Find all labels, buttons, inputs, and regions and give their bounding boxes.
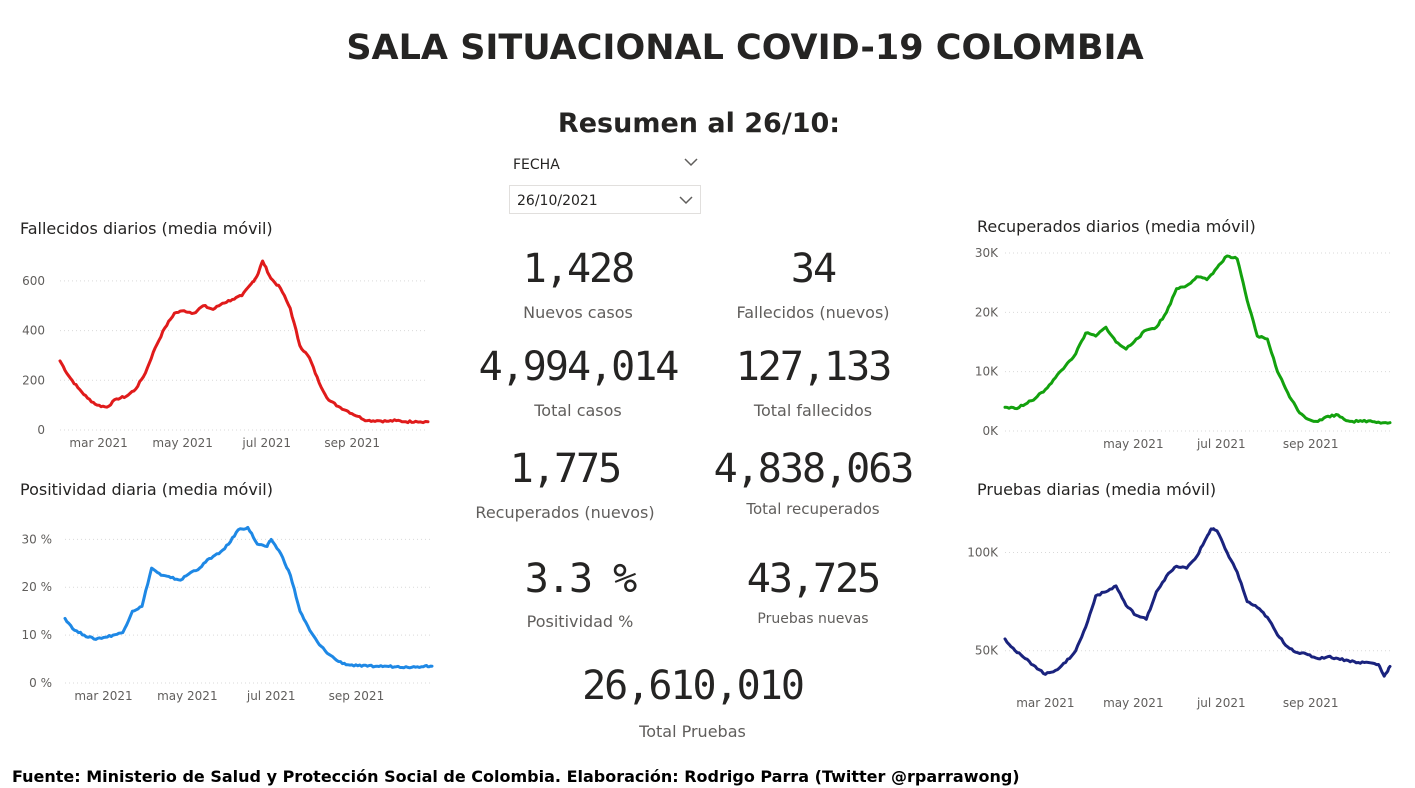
y-tick-label: 20 % — [22, 580, 53, 594]
x-tick-label: mar 2021 — [74, 689, 132, 703]
y-tick-label: 30 % — [22, 532, 53, 546]
series-line-fallecidos — [58, 259, 430, 425]
kpi-fallecidos-nuevos-value: 34 — [790, 246, 837, 292]
kpi-total-recuperados-label: Total recuperados — [746, 500, 880, 518]
kpi-total-fallecidos-value: 127,133 — [735, 344, 893, 390]
kpi-total-pruebas-value: 26,610,010 — [582, 663, 805, 709]
x-tick-label: may 2021 — [1103, 696, 1164, 710]
y-tick-label: 10K — [975, 365, 999, 379]
kpi-total-casos-value: 4,994,014 — [478, 344, 680, 390]
kpi-total-pruebas-label: Total Pruebas — [639, 722, 746, 741]
date-filter-label: FECHA — [513, 157, 560, 173]
kpi-total-recuperados-value: 4,838,063 — [713, 446, 915, 492]
kpi-recuperados-nuevos-value: 1,775 — [509, 446, 622, 492]
x-tick-label: sep 2021 — [329, 689, 385, 703]
series-line-pruebas — [1003, 527, 1392, 678]
chevron-down-icon[interactable] — [678, 192, 694, 212]
x-tick-label: may 2021 — [1103, 437, 1164, 451]
kpi-pruebas-nuevas-label: Pruebas nuevas — [757, 611, 869, 627]
chart-fallecidos[interactable]: 0 200 400 600 mar 2021 may 2021 jul 2021 sep 20… — [0, 240, 440, 460]
y-tick-label: 0 — [37, 423, 45, 437]
page-subtitle: Resumen al 26/10: — [557, 108, 841, 139]
chart-positividad[interactable]: 0 % 10 % 20 % 30 % mar 2021 may 2021 jul 2021 s… — [0, 505, 440, 710]
y-tick-label: 30K — [975, 246, 999, 260]
kpi-total-fallecidos-label: Total fallecidos — [753, 401, 873, 420]
x-tick-label: may 2021 — [152, 436, 213, 450]
chart-recuperados[interactable]: 0K 10K 20K 30K may 2021 jul 2021 sep 2021 — [960, 240, 1400, 460]
kpi-positividad-value: 3.3 % — [524, 556, 637, 602]
x-tick-label: sep 2021 — [1283, 437, 1339, 451]
series-line-recuperados — [1003, 254, 1392, 425]
y-tick-label: 100K — [967, 545, 999, 559]
x-tick-label: mar 2021 — [1016, 696, 1074, 710]
series-line-positividad — [63, 525, 434, 670]
chart-title-pruebas: Pruebas diarias (media móvil) — [977, 480, 1217, 499]
y-tick-label: 50K — [975, 644, 999, 658]
date-filter-dropdown[interactable]: 26/10/2021 — [509, 185, 701, 214]
y-tick-label: 0K — [982, 424, 999, 438]
kpi-nuevos-casos-label: Nuevos casos — [523, 303, 633, 322]
chevron-down-icon[interactable] — [683, 154, 699, 174]
x-tick-label: sep 2021 — [324, 436, 380, 450]
kpi-pruebas-nuevas-value: 43,725 — [746, 556, 882, 602]
x-tick-label: jul 2021 — [241, 436, 291, 450]
date-filter-value: 26/10/2021 — [517, 193, 598, 209]
kpi-fallecidos-nuevos-label: Fallecidos (nuevos) — [736, 303, 890, 322]
x-tick-label: jul 2021 — [1196, 437, 1246, 451]
kpi-total-casos-label: Total casos — [534, 401, 622, 420]
kpi-nuevos-casos-value: 1,428 — [522, 246, 635, 292]
x-tick-label: jul 2021 — [1196, 696, 1246, 710]
y-tick-label: 200 — [22, 373, 45, 387]
y-tick-label: 0 % — [29, 676, 52, 690]
chart-title-fallecidos: Fallecidos diarios (media móvil) — [20, 219, 273, 238]
x-tick-label: sep 2021 — [1283, 696, 1339, 710]
source-footer: Fuente: Ministerio de Salud y Protección… — [12, 767, 1020, 786]
x-tick-label: may 2021 — [157, 689, 218, 703]
kpi-recuperados-nuevos-label: Recuperados (nuevos) — [475, 503, 655, 522]
x-tick-label: jul 2021 — [246, 689, 296, 703]
chart-title-positividad: Positividad diaria (media móvil) — [20, 480, 273, 499]
kpi-positividad-label: Positividad % — [526, 612, 634, 631]
y-tick-label: 400 — [22, 324, 45, 338]
page-title: SALA SITUACIONAL COVID-19 COLOMBIA — [346, 28, 1144, 68]
chart-title-recuperados: Recuperados diarios (media móvil) — [977, 217, 1256, 236]
y-tick-label: 10 % — [22, 628, 53, 642]
y-tick-label: 600 — [22, 274, 45, 288]
chart-pruebas[interactable]: 50K 100K mar 2021 may 2021 jul 2021 sep 2021 — [960, 505, 1400, 720]
x-tick-label: mar 2021 — [69, 436, 127, 450]
y-tick-label: 20K — [975, 305, 999, 319]
